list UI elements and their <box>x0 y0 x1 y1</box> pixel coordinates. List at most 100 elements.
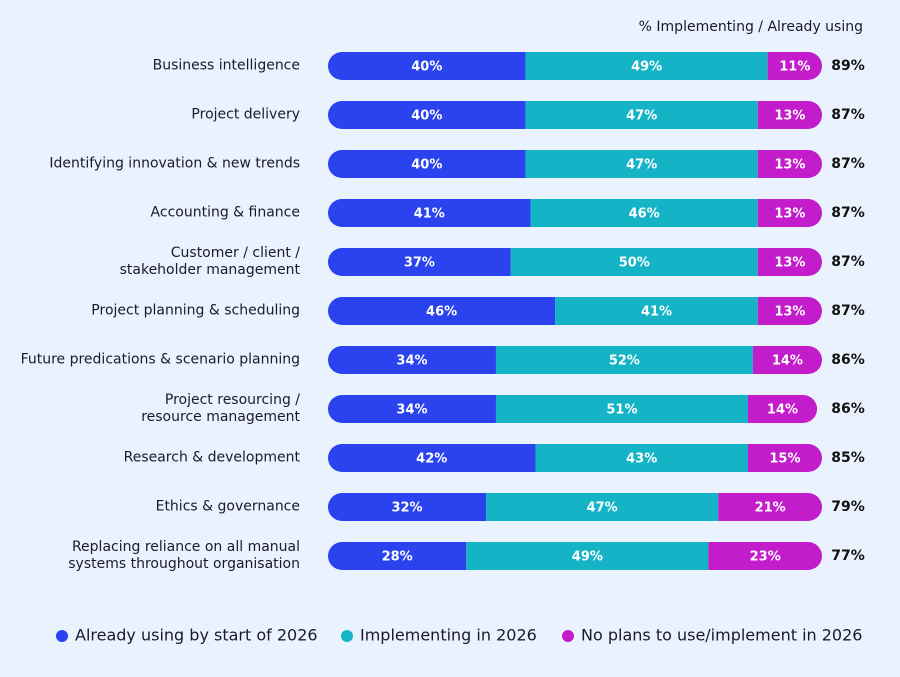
bar-segment <box>757 199 822 227</box>
value-label: 41% <box>414 207 445 222</box>
bar-segment <box>328 395 496 423</box>
legend-item: Already using by start of 2026 <box>56 626 318 645</box>
value-label: 41% <box>641 305 672 320</box>
value-label: 11% <box>779 60 810 75</box>
bar-row <box>328 297 822 325</box>
value-label: 47% <box>626 158 657 173</box>
bar-segment <box>328 444 536 472</box>
value-label: 51% <box>606 403 637 418</box>
category-label: Identifying innovation & new trends <box>49 155 300 172</box>
value-label: 37% <box>404 256 435 271</box>
legend-label: Already using by start of 2026 <box>75 626 318 645</box>
bar-segment <box>328 297 556 325</box>
bar-segment <box>757 101 822 129</box>
total-label: 85% <box>831 450 865 466</box>
category-label: Project resourcing / resource management <box>141 392 300 425</box>
value-label: 13% <box>774 158 805 173</box>
value-label: 34% <box>396 354 427 369</box>
total-label: 87% <box>831 107 865 123</box>
value-label: 42% <box>416 452 447 467</box>
bar-segment <box>718 493 822 521</box>
bar-segment <box>328 542 467 570</box>
value-label: 34% <box>396 403 427 418</box>
bar-segment <box>328 248 511 276</box>
category-label: Future predications & scenario planning <box>20 351 300 368</box>
total-label: 87% <box>831 254 865 270</box>
bar-row <box>328 346 822 374</box>
bar-segment <box>328 346 496 374</box>
value-label: 32% <box>391 501 422 516</box>
value-label: 43% <box>626 452 657 467</box>
value-label: 40% <box>411 109 442 124</box>
category-label: Accounting & finance <box>150 204 300 221</box>
bar-row <box>328 444 822 472</box>
bar-segment <box>530 199 758 227</box>
bar-segment <box>328 101 526 129</box>
total-label: 79% <box>831 499 865 515</box>
category-label: Business intelligence <box>152 57 300 74</box>
value-label: 40% <box>411 60 442 75</box>
value-label: 13% <box>774 305 805 320</box>
legend-item: Implementing in 2026 <box>341 626 537 645</box>
bar-segment <box>747 444 822 472</box>
legend-swatch <box>562 630 574 642</box>
bar-segment <box>328 52 526 80</box>
legend-item: No plans to use/implement in 2026 <box>562 626 862 645</box>
bar-segment <box>555 297 758 325</box>
bar-segment <box>466 542 709 570</box>
value-label: 46% <box>426 305 457 320</box>
value-label: 52% <box>609 354 640 369</box>
bar-row <box>328 150 822 178</box>
category-label: Ethics & governance <box>155 498 300 515</box>
value-label: 50% <box>619 256 650 271</box>
value-label: 46% <box>629 207 660 222</box>
total-label: 77% <box>831 548 865 564</box>
value-label: 28% <box>382 550 413 565</box>
bar-segment <box>328 199 531 227</box>
bar-segment <box>767 52 822 80</box>
legend-swatch <box>56 630 68 642</box>
total-label: 87% <box>831 205 865 221</box>
total-label: 86% <box>831 352 865 368</box>
value-label: 13% <box>774 207 805 222</box>
bar-segment <box>510 248 758 276</box>
bar-segment <box>752 346 822 374</box>
category-label: Research & development <box>123 449 300 466</box>
bar-row <box>328 395 818 423</box>
value-label: 47% <box>626 109 657 124</box>
bar-segment <box>757 297 822 325</box>
bar-row <box>328 493 822 521</box>
total-label: 86% <box>831 401 865 417</box>
value-label: 40% <box>411 158 442 173</box>
bar-segment <box>486 493 719 521</box>
bar-row <box>328 199 822 227</box>
value-label: 14% <box>767 403 798 418</box>
value-label: 49% <box>572 550 603 565</box>
total-label: 89% <box>831 58 865 74</box>
bar-row <box>328 101 822 129</box>
value-label: 21% <box>755 501 786 516</box>
bar-segment <box>535 444 748 472</box>
legend-label: Implementing in 2026 <box>360 626 537 645</box>
category-label: Project planning & scheduling <box>91 302 300 319</box>
value-label: 13% <box>774 109 805 124</box>
total-label: 87% <box>831 156 865 172</box>
bar-segment <box>525 52 768 80</box>
value-label: 14% <box>772 354 803 369</box>
value-label: 15% <box>769 452 800 467</box>
bar-segment <box>525 101 758 129</box>
totals-header: % Implementing / Already using <box>639 19 863 35</box>
bar-segment <box>328 150 526 178</box>
bar-row <box>328 248 822 276</box>
value-label: 23% <box>750 550 781 565</box>
bar-segment <box>757 248 822 276</box>
bar-segment <box>525 150 758 178</box>
bar-segment <box>747 395 818 423</box>
bar-segment <box>708 542 822 570</box>
value-label: 49% <box>631 60 662 75</box>
bar-segment <box>328 493 487 521</box>
legend-label: No plans to use/implement in 2026 <box>581 626 862 645</box>
bar-segment <box>495 346 753 374</box>
